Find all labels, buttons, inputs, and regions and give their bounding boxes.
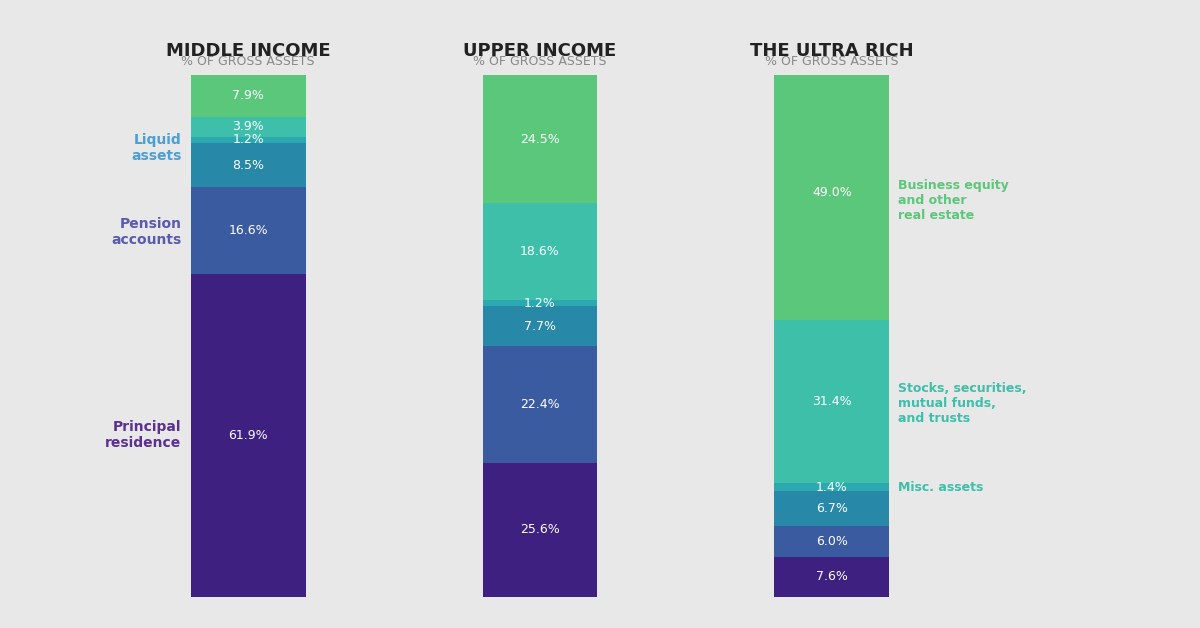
FancyBboxPatch shape	[774, 484, 889, 491]
FancyBboxPatch shape	[191, 137, 306, 143]
Text: 7.9%: 7.9%	[233, 89, 264, 102]
Text: Pension
accounts: Pension accounts	[112, 217, 181, 247]
Text: 49.0%: 49.0%	[812, 186, 852, 198]
FancyBboxPatch shape	[191, 274, 306, 597]
Text: 3.9%: 3.9%	[233, 120, 264, 133]
FancyBboxPatch shape	[482, 347, 598, 463]
FancyBboxPatch shape	[482, 463, 598, 597]
Text: 6.0%: 6.0%	[816, 535, 847, 548]
Text: 8.5%: 8.5%	[233, 159, 264, 172]
FancyBboxPatch shape	[191, 75, 306, 117]
FancyBboxPatch shape	[482, 306, 598, 347]
Text: 7.6%: 7.6%	[816, 570, 847, 583]
Text: MIDDLE INCOME: MIDDLE INCOME	[166, 41, 330, 60]
Text: 22.4%: 22.4%	[520, 398, 560, 411]
Text: 25.6%: 25.6%	[520, 523, 560, 536]
Text: Business equity
and other
real estate: Business equity and other real estate	[899, 179, 1009, 222]
Text: Misc. assets: Misc. assets	[899, 480, 984, 494]
FancyBboxPatch shape	[191, 187, 306, 274]
FancyBboxPatch shape	[774, 557, 889, 597]
FancyBboxPatch shape	[774, 526, 889, 557]
Text: 31.4%: 31.4%	[812, 395, 852, 408]
Text: Stocks, securities,
mutual funds,
and trusts: Stocks, securities, mutual funds, and tr…	[899, 382, 1027, 425]
Text: 1.2%: 1.2%	[524, 296, 556, 310]
FancyBboxPatch shape	[482, 203, 598, 300]
Text: % OF GROSS ASSETS: % OF GROSS ASSETS	[473, 55, 607, 68]
Text: 61.9%: 61.9%	[228, 429, 268, 441]
Text: 16.6%: 16.6%	[228, 224, 268, 237]
Text: THE ULTRA RICH: THE ULTRA RICH	[750, 41, 913, 60]
Text: UPPER INCOME: UPPER INCOME	[463, 41, 617, 60]
FancyBboxPatch shape	[774, 65, 889, 320]
FancyBboxPatch shape	[191, 117, 306, 137]
Text: 18.6%: 18.6%	[520, 245, 560, 258]
Text: 7.7%: 7.7%	[524, 320, 556, 333]
Text: % OF GROSS ASSETS: % OF GROSS ASSETS	[181, 55, 314, 68]
Text: 1.4%: 1.4%	[816, 480, 847, 494]
Text: 24.5%: 24.5%	[520, 133, 560, 146]
Text: 6.7%: 6.7%	[816, 502, 847, 515]
Text: Principal
residence: Principal residence	[106, 420, 181, 450]
FancyBboxPatch shape	[482, 300, 598, 306]
FancyBboxPatch shape	[774, 491, 889, 526]
Text: 1.2%: 1.2%	[233, 134, 264, 146]
Text: Liquid
assets: Liquid assets	[131, 133, 181, 163]
FancyBboxPatch shape	[774, 320, 889, 484]
FancyBboxPatch shape	[482, 75, 598, 203]
Text: % OF GROSS ASSETS: % OF GROSS ASSETS	[766, 55, 899, 68]
FancyBboxPatch shape	[191, 143, 306, 187]
